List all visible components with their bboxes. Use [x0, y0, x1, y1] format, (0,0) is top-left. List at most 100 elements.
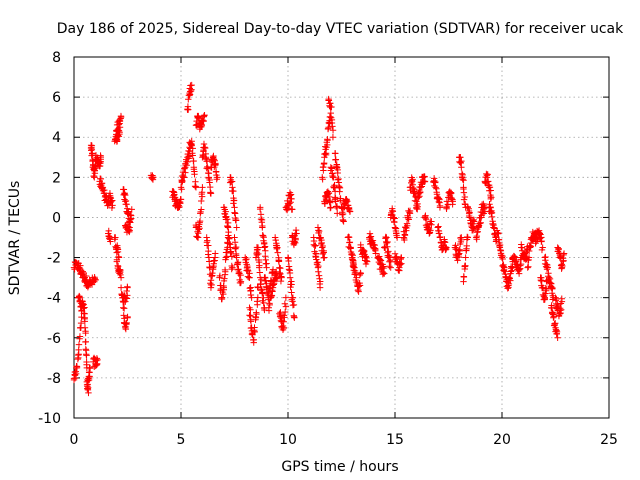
x-tick-label: 0: [70, 432, 79, 448]
data-point: [560, 250, 568, 257]
data-point: [391, 224, 399, 231]
data-point: [464, 233, 471, 241]
data-point: [337, 195, 344, 202]
data-point: [228, 253, 236, 260]
data-point: [409, 184, 417, 192]
data-point: [93, 355, 101, 362]
data-point: [92, 276, 99, 283]
data-point: [327, 204, 334, 211]
data-point: [525, 254, 533, 261]
data-point: [247, 306, 254, 313]
data-point: [460, 273, 468, 281]
data-point: [460, 177, 467, 184]
data-point: [189, 145, 196, 152]
data-point: [117, 271, 124, 279]
data-point: [185, 152, 193, 160]
data-point: [182, 169, 189, 176]
data-point: [254, 244, 262, 251]
data-point: [234, 259, 242, 266]
data-point: [391, 250, 399, 257]
data-point: [383, 239, 390, 247]
chart-title: Day 186 of 2025, Sidereal Day-to-day VTE…: [57, 21, 624, 37]
data-point: [362, 253, 369, 261]
data-point: [94, 356, 101, 364]
data-point: [277, 277, 285, 285]
data-point: [418, 183, 425, 190]
data-point: [187, 87, 195, 95]
data-point: [546, 275, 554, 283]
x-tick-label: 10: [279, 432, 297, 448]
data-point: [541, 295, 548, 302]
data-point: [406, 209, 413, 216]
data-point: [208, 281, 215, 289]
data-point: [221, 266, 229, 274]
data-point: [75, 341, 83, 348]
data-point: [372, 250, 379, 257]
data-point: [262, 256, 269, 264]
data-point: [80, 301, 87, 308]
data-point: [476, 220, 484, 227]
data-point: [330, 183, 337, 191]
data-point: [432, 184, 439, 191]
data-point: [426, 230, 433, 237]
data-point: [86, 373, 93, 380]
data-point: [117, 113, 125, 121]
data-point: [253, 309, 260, 316]
data-point: [386, 263, 393, 270]
data-point: [274, 249, 281, 256]
data-point: [277, 265, 284, 272]
data-point: [447, 189, 455, 196]
data-point: [207, 280, 214, 287]
data-point: [71, 374, 79, 382]
data-point: [128, 206, 135, 213]
data-point: [558, 298, 566, 305]
data-point: [127, 212, 135, 219]
data-point: [321, 200, 329, 208]
data-point: [539, 244, 546, 251]
data-point: [339, 217, 347, 224]
data-point: [207, 277, 215, 284]
data-point: [201, 144, 208, 152]
data-point: [212, 250, 219, 257]
data-point: [488, 213, 496, 221]
data-point: [322, 150, 330, 157]
data-point: [125, 225, 132, 233]
data-point: [554, 334, 561, 341]
data-point: [206, 176, 213, 184]
data-point: [262, 274, 269, 282]
data-point: [327, 113, 334, 120]
data-point: [278, 317, 286, 325]
data-point: [181, 174, 188, 181]
data-point: [525, 263, 532, 270]
data-point: [198, 197, 205, 205]
data-point: [269, 288, 276, 295]
data-point: [517, 260, 525, 268]
data-point: [490, 221, 497, 229]
x-tick-label: 25: [600, 432, 618, 448]
data-point: [222, 249, 230, 256]
data-point: [82, 272, 90, 280]
data-point: [114, 137, 121, 145]
data-point: [411, 188, 418, 195]
data-point: [113, 249, 120, 256]
data-point: [218, 294, 226, 301]
data-point: [191, 171, 198, 178]
data-point: [230, 197, 238, 204]
data-point: [189, 152, 196, 159]
data-point: [325, 97, 333, 104]
data-point: [225, 232, 232, 239]
data-point: [460, 189, 468, 196]
data-point: [387, 258, 394, 265]
data-point: [190, 157, 197, 165]
data-point: [286, 200, 293, 207]
data-point: [79, 268, 87, 275]
data-point: [273, 245, 280, 253]
data-point: [351, 264, 358, 271]
data-point: [517, 265, 524, 272]
data-point: [196, 225, 203, 232]
data-point: [286, 274, 294, 281]
data-point: [266, 301, 273, 309]
data-point: [231, 239, 239, 246]
data-point: [281, 308, 289, 316]
y-axis-label: SDTVAR / TECUs: [7, 181, 23, 296]
